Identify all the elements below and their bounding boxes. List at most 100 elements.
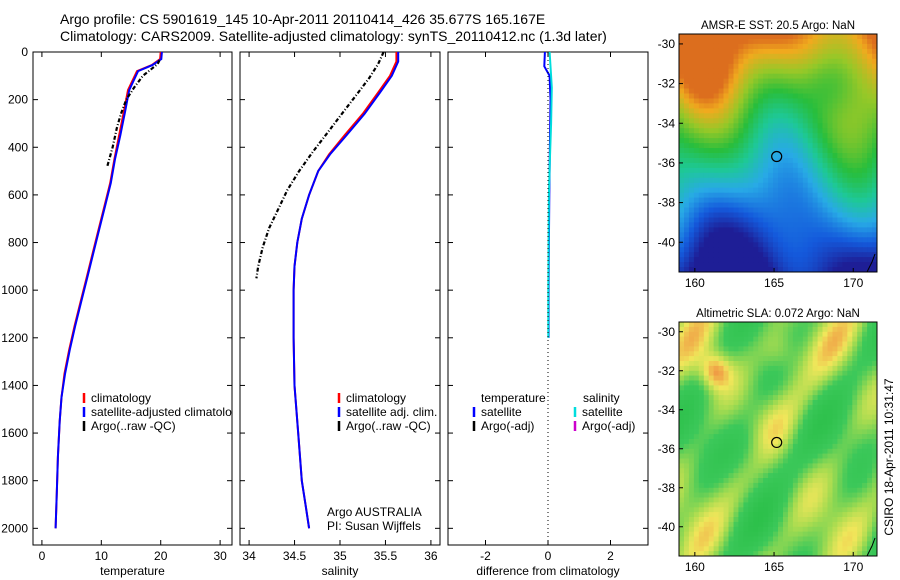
sst-map-cell — [698, 34, 705, 40]
sla-map-cell — [713, 429, 720, 435]
sla-map-cell — [857, 478, 863, 484]
sla-map-cell — [837, 497, 843, 503]
sla-map-cell — [758, 492, 764, 498]
sla-map-cell — [822, 536, 828, 542]
sla-map-cell — [768, 341, 774, 347]
sla-map-cell — [748, 326, 754, 333]
sst-map-cell — [807, 257, 814, 263]
sla-map-cell — [728, 526, 734, 533]
sst-map-cell — [763, 138, 769, 144]
sst-map-cell — [693, 43, 700, 50]
sla-map-cell — [708, 326, 715, 333]
sla-map-cell — [684, 541, 690, 547]
sst-map-cell — [872, 103, 878, 109]
sst-map-cell — [807, 172, 814, 179]
sla-map-cell — [688, 448, 695, 455]
sla-map-cell — [852, 439, 858, 445]
sst-map-cell — [723, 217, 729, 223]
sst-map-cell — [787, 232, 794, 238]
sst-map-cell — [872, 162, 878, 169]
sla-map-cell — [684, 370, 690, 377]
sst-map-cell — [743, 222, 749, 228]
sla-map-cell — [842, 473, 848, 479]
sst-map-cell — [792, 227, 799, 233]
sst-map-cell — [842, 108, 848, 114]
sla-map-cell — [748, 370, 754, 377]
sst-map-cell — [852, 242, 858, 248]
sst-map-cell — [822, 148, 828, 154]
sst-map-cell — [857, 182, 863, 189]
sla-map-cell — [728, 463, 734, 469]
sst-map-cell — [718, 197, 725, 204]
sst-map-cell — [832, 78, 838, 85]
sla-map-cell — [872, 439, 878, 445]
sst-map-cell — [684, 48, 690, 55]
sst-map-cell — [738, 187, 744, 194]
sst-map-cell — [812, 113, 819, 119]
sst-map-cell — [763, 172, 769, 179]
sst-map-cell — [753, 58, 759, 65]
sst-map-cell — [857, 93, 863, 99]
sla-map-cell — [718, 439, 725, 445]
sst-map-cell — [837, 103, 843, 109]
sst-map-cell — [812, 39, 819, 45]
float-annotation-line: Argo AUSTRALIA — [327, 505, 422, 519]
sst-map-cell — [688, 113, 695, 119]
sla-map-cell — [812, 512, 819, 518]
sst-map-cell — [693, 262, 700, 268]
sla-map-cell — [802, 439, 809, 445]
sst-map-cell — [867, 48, 873, 55]
sst-map-cell — [797, 93, 804, 99]
sst-map-cell — [693, 237, 700, 243]
sst-map-cell — [688, 242, 695, 248]
sla-map-cell — [847, 356, 853, 362]
sla-map-cell — [862, 419, 868, 425]
sst-map-cell — [797, 88, 804, 94]
sla-map-cell — [872, 478, 878, 484]
sst-map-cell — [857, 247, 863, 253]
sst-map-cell — [802, 34, 809, 40]
sla-map-cell — [847, 380, 853, 386]
sst-map-cell — [773, 148, 779, 154]
sst-map-cell — [748, 53, 754, 60]
sst-map-cell — [852, 217, 858, 223]
sst-map-cell — [837, 257, 843, 263]
sst-map-cell — [862, 217, 868, 223]
sst-map-cell — [797, 83, 804, 90]
sla-map-cell — [703, 375, 710, 381]
sla-map-cell — [822, 439, 828, 445]
sla-map-cell — [698, 468, 705, 474]
sst-map-cell — [763, 252, 769, 258]
sst-map-cell — [852, 247, 858, 253]
sla-map-cell — [797, 497, 804, 503]
sst-map-cell — [773, 262, 779, 268]
sla-map-cell — [817, 439, 824, 445]
sst-map-cell — [817, 177, 824, 184]
sst-map-cell — [723, 138, 729, 144]
sst-map-cell — [679, 247, 685, 253]
sst-map-cell — [837, 172, 843, 179]
sst-map-cell — [842, 162, 848, 169]
sst-map-cell — [862, 39, 868, 45]
sla-map-cell — [778, 517, 784, 523]
sst-map-cell — [743, 123, 749, 129]
sla-map-cell — [723, 492, 729, 498]
sst-map-cell — [758, 232, 764, 238]
sla-map-cell — [703, 322, 710, 328]
sst-map-cell — [698, 192, 705, 199]
sla-map-cell — [807, 326, 814, 333]
sst-map-cell — [748, 103, 754, 109]
sla-map-cell — [773, 502, 779, 508]
sla-map-cell — [708, 502, 715, 508]
sla-map-cell — [832, 507, 838, 513]
sla-map-cell — [797, 346, 804, 352]
sla-map-cell — [703, 336, 710, 342]
sla-map-cell — [728, 326, 734, 333]
sst-map-cell — [842, 202, 848, 209]
sla-map-cell — [773, 419, 779, 425]
sla-map-cell — [738, 331, 744, 338]
sla-map-cell — [822, 409, 828, 416]
sst-map-cell — [832, 123, 838, 129]
sla-map-cell — [718, 331, 725, 338]
sla-map-cell — [872, 531, 878, 537]
